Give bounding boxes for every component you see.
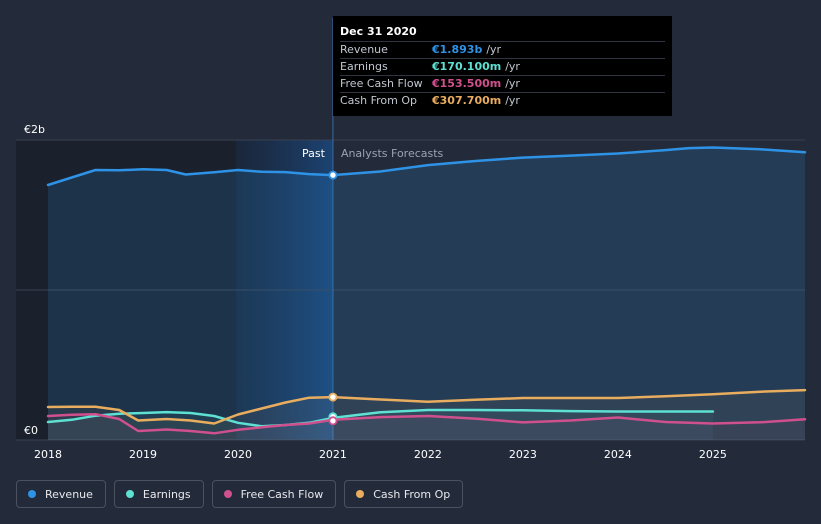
series-line-revenue: [46, 146, 807, 187]
tooltip-row-free-cash-flow: Free Cash Flow €153.500m /yr: [340, 75, 665, 92]
tooltip-value: €307.700m: [432, 94, 502, 107]
x-tick-label: 2024: [604, 448, 632, 461]
tooltip-unit: /yr: [505, 94, 520, 107]
x-tick-label: 2022: [414, 448, 442, 461]
forecast-label: Analysts Forecasts: [341, 147, 444, 160]
tooltip-unit: /yr: [486, 43, 502, 56]
tooltip-unit: /yr: [505, 77, 520, 90]
y-axis-label-max: €2b: [24, 123, 45, 136]
legend-dot-icon: [223, 490, 232, 498]
chart-legend: Revenue Earnings Free Cash Flow Cash Fro…: [16, 480, 464, 508]
x-tick-label: 2018: [34, 448, 62, 461]
legend-label: Free Cash Flow: [240, 487, 324, 501]
tooltip-label: Earnings: [340, 60, 388, 73]
legend-label: Cash From Op: [373, 487, 451, 501]
series-area-free-cash-flow: [48, 414, 805, 440]
x-tick-label: 2023: [509, 448, 537, 461]
tooltip-label: Cash From Op: [340, 94, 418, 107]
legend-dot-icon: [28, 490, 36, 498]
tooltip-row-revenue: Revenue €1.893b /yr: [340, 41, 665, 58]
legend-item-revenue[interactable]: Revenue: [16, 480, 106, 508]
point-marker: [328, 416, 338, 426]
series-line-free-cash-flow: [46, 412, 807, 435]
tooltip-row-earnings: Earnings €170.100m /yr: [340, 58, 665, 75]
tooltip-row-cash-from-op: Cash From Op €307.700m /yr: [340, 92, 665, 109]
legend-item-cash-from-op[interactable]: Cash From Op: [344, 480, 464, 508]
tooltip-value: €153.500m: [432, 77, 502, 90]
tooltip-value: €1.893b: [432, 43, 483, 56]
y-axis-label-zero: €0: [24, 424, 38, 437]
x-tick-label: 2025: [699, 448, 727, 461]
legend-item-earnings[interactable]: Earnings: [113, 480, 204, 508]
point-marker: [328, 392, 338, 402]
legend-label: Revenue: [45, 487, 93, 501]
data-tooltip: Dec 31 2020 Revenue €1.893b /yr Earnings…: [333, 16, 672, 116]
legend-dot-icon: [125, 490, 134, 498]
past-label: Past: [302, 147, 326, 160]
point-marker: [328, 170, 338, 180]
legend-dot-icon: [356, 490, 365, 498]
tooltip-value: €170.100m: [432, 60, 502, 73]
x-tick-label: 2021: [319, 448, 347, 461]
tooltip-date: Dec 31 2020: [340, 25, 417, 38]
tooltip-unit: /yr: [505, 60, 520, 73]
tooltip-label: Free Cash Flow: [340, 77, 423, 90]
legend-label: Earnings: [142, 487, 191, 501]
tooltip-label: Revenue: [340, 43, 388, 56]
series-line-cash-from-op: [46, 388, 807, 425]
x-tick-label: 2020: [224, 448, 252, 461]
legend-item-free-cash-flow[interactable]: Free Cash Flow: [211, 480, 337, 508]
series-area-revenue: [48, 147, 805, 440]
x-tick-label: 2019: [129, 448, 157, 461]
